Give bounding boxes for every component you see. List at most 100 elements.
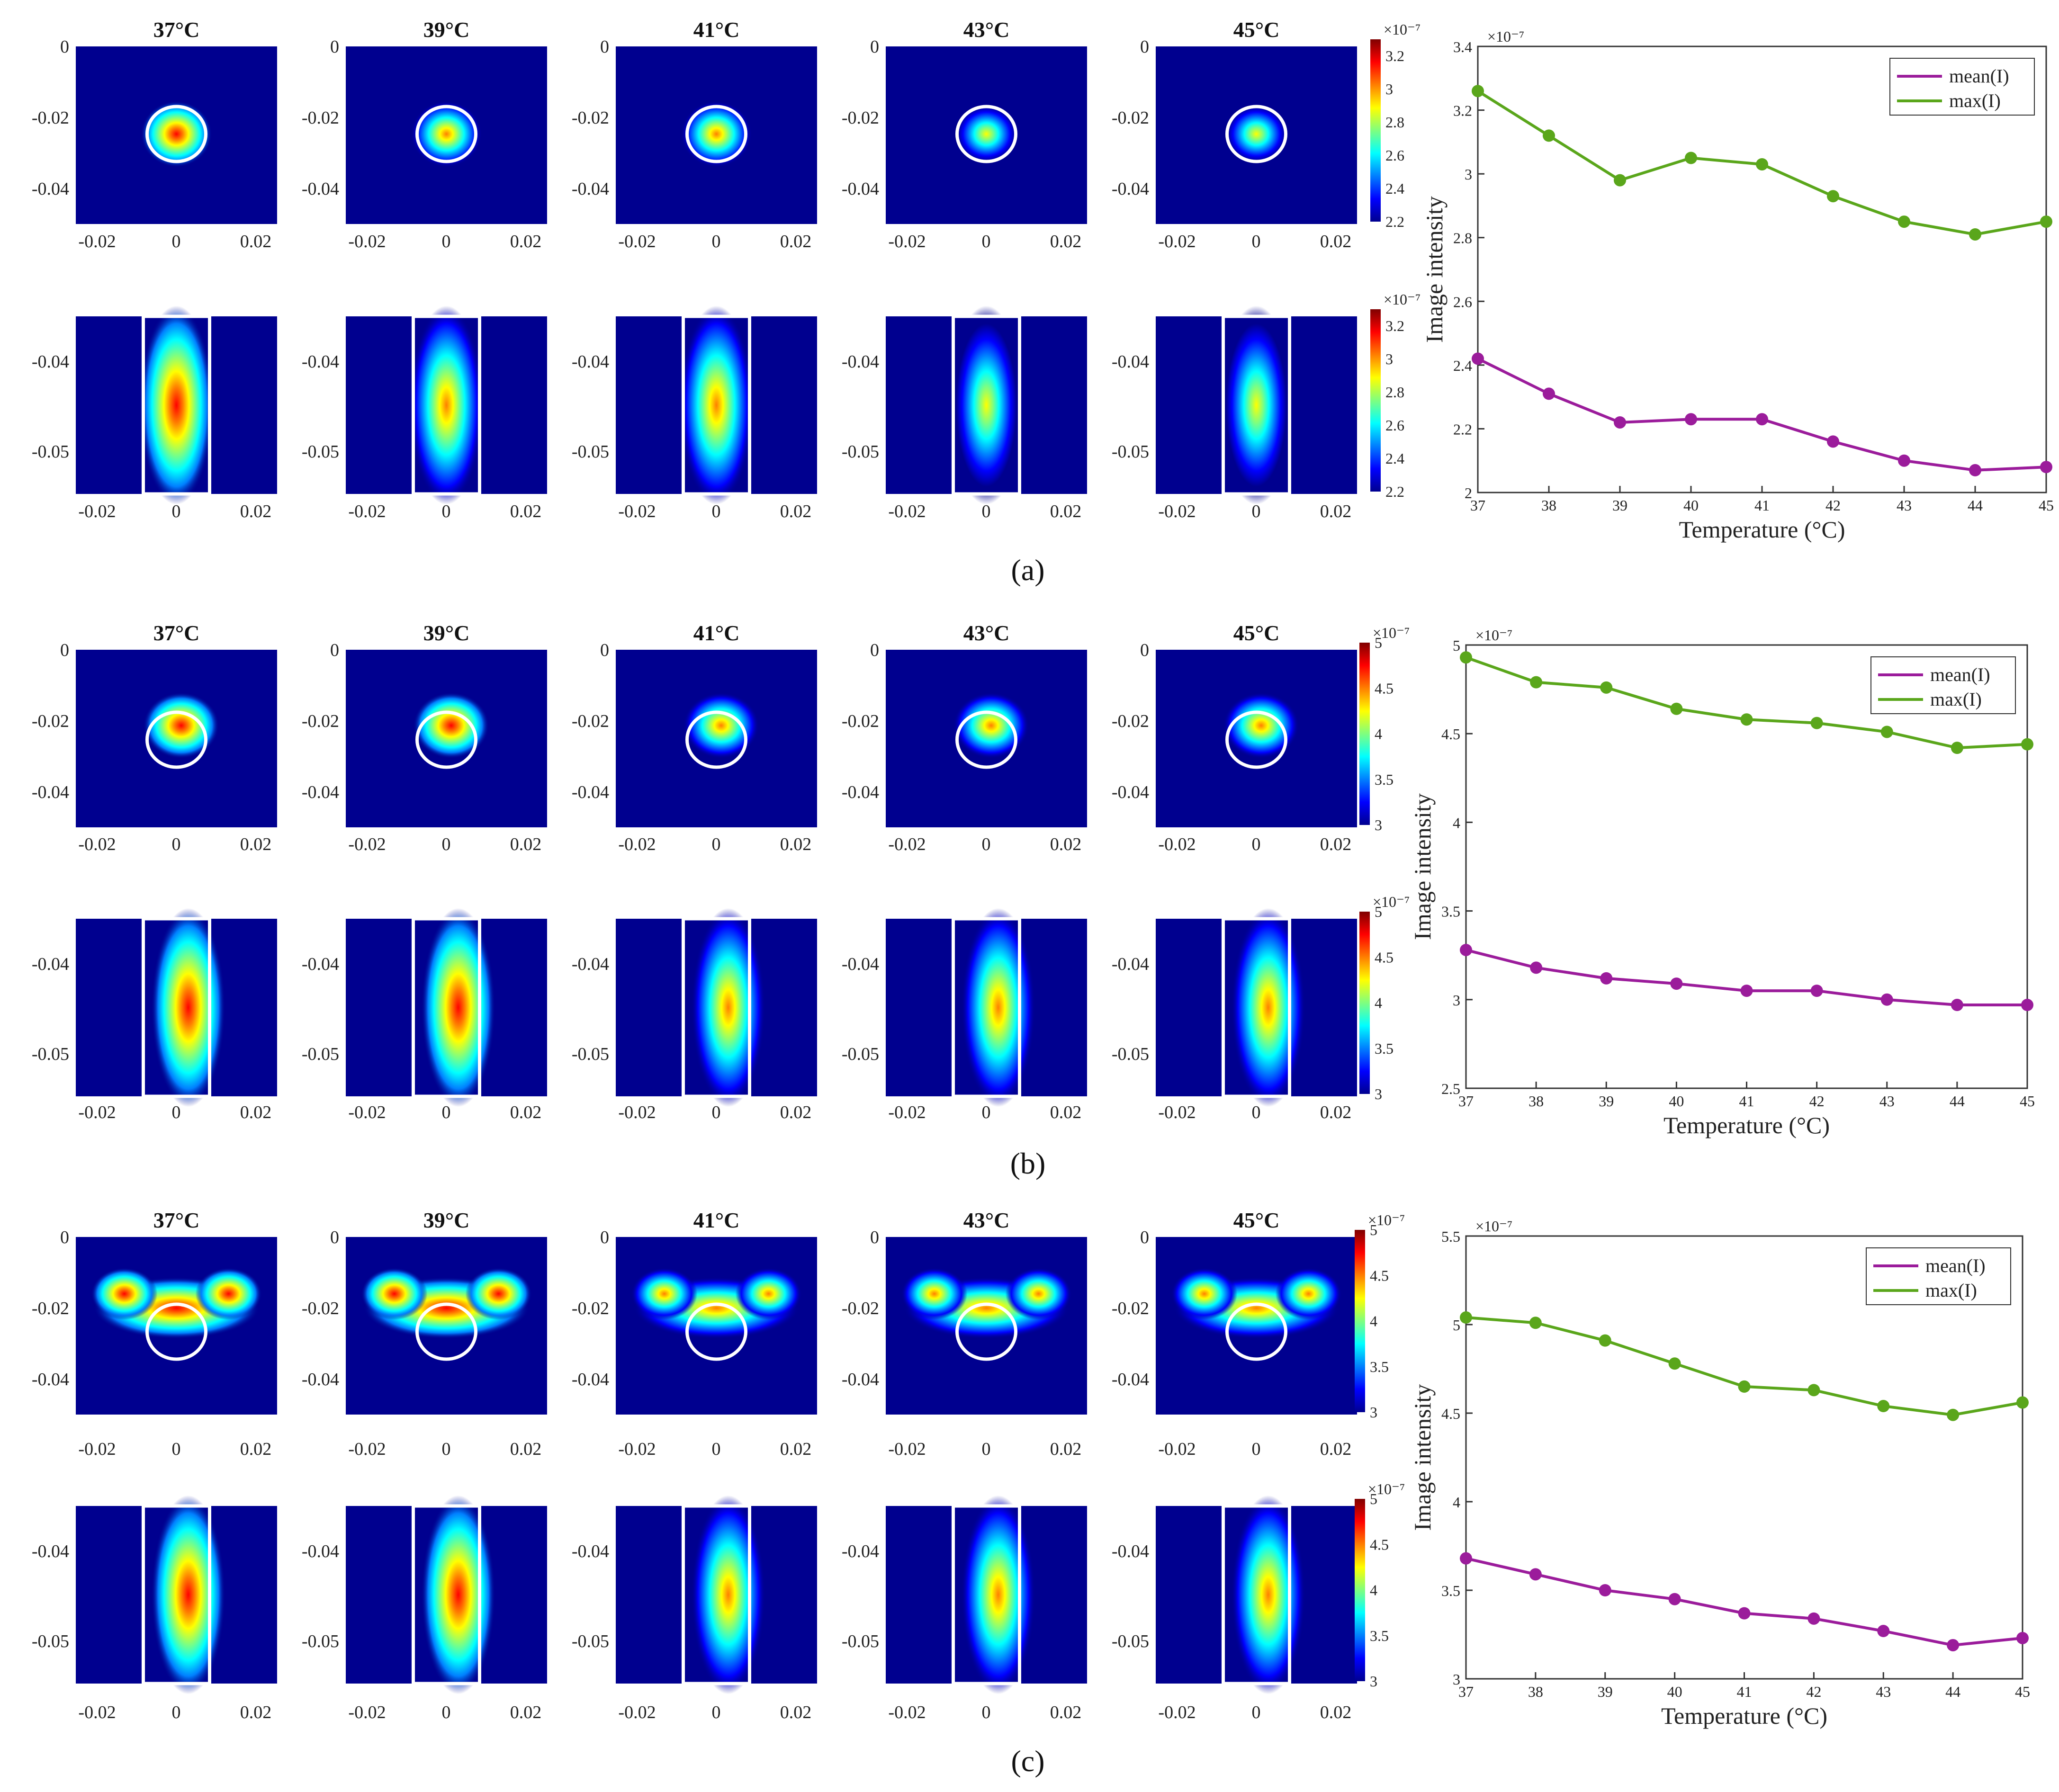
y-tick-label: 3	[1453, 992, 1460, 1009]
data-point-max	[1951, 742, 1963, 754]
heat-ellipse	[961, 908, 1035, 1107]
x-tick-label: 38	[1541, 497, 1556, 514]
heat-ellipse	[421, 1495, 495, 1694]
series-line-mean	[1466, 1557, 2023, 1647]
y-tick-label: -0.02	[1112, 711, 1149, 731]
colorbar-tick: 5	[1375, 903, 1382, 920]
heat-ellipse	[1219, 305, 1294, 505]
x-tick-label: 0	[712, 502, 721, 521]
heatmap-title: 45°C	[1233, 18, 1280, 42]
y-tick-label: -0.05	[302, 1044, 339, 1064]
data-point-max	[1529, 1317, 1542, 1329]
x-tick-label: 41	[1754, 497, 1770, 514]
x-tick-label: 0.02	[240, 1702, 272, 1722]
x-tick-label: 0.02	[1050, 1702, 1082, 1722]
legend-box	[1866, 1247, 2011, 1305]
roi-rectangle	[412, 917, 481, 1098]
x-tick-label: -0.02	[618, 834, 656, 854]
heat-crescent-left	[901, 1268, 968, 1320]
y-tick-label: -0.04	[572, 352, 609, 372]
y-tick-label: -0.04	[32, 1541, 69, 1561]
x-tick-label: 0.02	[1050, 1102, 1082, 1122]
x-axis-label: Temperature (°C)	[1663, 1112, 1830, 1138]
colorbar-tick: 2.4	[1385, 180, 1404, 197]
data-point-mean	[1810, 985, 1823, 997]
legend-label: mean(I)	[1949, 65, 2009, 87]
y-tick-label: -0.04	[1112, 782, 1149, 802]
colorbar-exponent: ×10⁻⁷	[1384, 291, 1421, 308]
x-tick-label: 41	[1737, 1683, 1752, 1700]
heat-spot	[951, 101, 1022, 167]
heatmap-title: 39°C	[423, 1208, 470, 1232]
x-tick-label: 38	[1529, 1093, 1544, 1110]
data-point-max	[1668, 1357, 1681, 1370]
x-tick-label: -0.02	[78, 834, 116, 854]
roi-circle	[955, 105, 1017, 163]
roi-circle	[145, 105, 207, 163]
data-point-max	[1807, 1384, 1820, 1397]
colorbar-tick: 2.4	[1385, 450, 1404, 467]
x-tick-label: 0.02	[1050, 502, 1082, 521]
y-tick-label: -0.05	[1112, 442, 1149, 462]
x-tick-label: 0.02	[780, 1439, 812, 1459]
x-tick-label: 0	[1252, 232, 1261, 251]
y-tick-label: -0.02	[302, 1299, 339, 1318]
data-point-max	[2040, 215, 2052, 228]
x-tick-label: 0.02	[1320, 834, 1352, 854]
y-tick-label: -0.04	[572, 782, 609, 802]
y-tick-label: 5.5	[1441, 1228, 1460, 1245]
heat-spot	[1223, 692, 1299, 759]
data-point-mean	[2021, 999, 2033, 1012]
x-axis-label: Temperature (°C)	[1661, 1702, 1827, 1729]
y-tick-label: 2.5	[1441, 1080, 1460, 1097]
x-tick-label: 0	[172, 1702, 181, 1722]
x-tick-label: 0.02	[1050, 232, 1082, 251]
data-point-max	[1947, 1408, 1960, 1421]
x-tick-label: 40	[1683, 497, 1699, 514]
roi-circle	[955, 710, 1017, 769]
colorbar-exponent: ×10⁻⁷	[1373, 893, 1410, 910]
y-tick-label: -0.04	[1112, 1370, 1149, 1389]
y-tick-label: -0.05	[32, 1044, 69, 1064]
y-tick-label: 3.5	[1441, 1582, 1460, 1599]
x-tick-label: -0.02	[78, 232, 116, 251]
y-tick-label: -0.05	[302, 442, 339, 462]
heat-crescent-right	[735, 1268, 802, 1320]
data-point-max	[1877, 1400, 1890, 1413]
data-point-mean	[1685, 413, 1697, 426]
colorbar-tick: 2.6	[1385, 147, 1404, 164]
x-tick-label: -0.02	[888, 232, 926, 251]
roi-circle	[415, 710, 477, 769]
y-tick-label: -0.02	[842, 108, 879, 128]
x-tick-label: 41	[1739, 1093, 1754, 1110]
roi-circle	[685, 1302, 747, 1361]
y-tick-label: 0	[870, 640, 879, 660]
x-tick-label: 0	[1252, 1102, 1261, 1122]
data-point-max	[1756, 158, 1768, 170]
y-tick-label: -0.04	[842, 954, 879, 974]
y-tick-label: 0	[60, 1228, 69, 1247]
y-tick-label: -0.04	[302, 1370, 339, 1389]
data-point-mean	[1529, 1568, 1542, 1581]
x-tick-label: 0	[1252, 502, 1261, 521]
heatmap-title: 43°C	[963, 1208, 1010, 1232]
data-point-max	[1810, 717, 1823, 729]
x-tick-label: 0.02	[240, 1102, 272, 1122]
x-tick-label: 0	[442, 1702, 451, 1722]
y-tick-label: 0	[870, 37, 879, 57]
y-tick-label: 4	[1453, 1494, 1460, 1511]
y-tick-label: -0.04	[302, 352, 339, 372]
x-tick-label: -0.02	[1158, 834, 1196, 854]
x-tick-label: -0.02	[348, 1702, 386, 1722]
y-tick-label: 0	[600, 37, 609, 57]
colorbar-exponent: ×10⁻⁷	[1384, 21, 1421, 38]
y-tick-label: -0.04	[1112, 179, 1149, 199]
x-tick-label: 42	[1806, 1683, 1821, 1700]
y-tick-label: -0.04	[842, 352, 879, 372]
y-tick-label: -0.04	[1112, 352, 1149, 372]
x-tick-label: -0.02	[78, 1702, 116, 1722]
y-tick-label: 3.4	[1453, 38, 1472, 55]
y-tick-label: -0.04	[32, 352, 69, 372]
x-tick-label: 0	[712, 1439, 721, 1459]
colorbar-exponent: ×10⁻⁷	[1373, 624, 1410, 641]
